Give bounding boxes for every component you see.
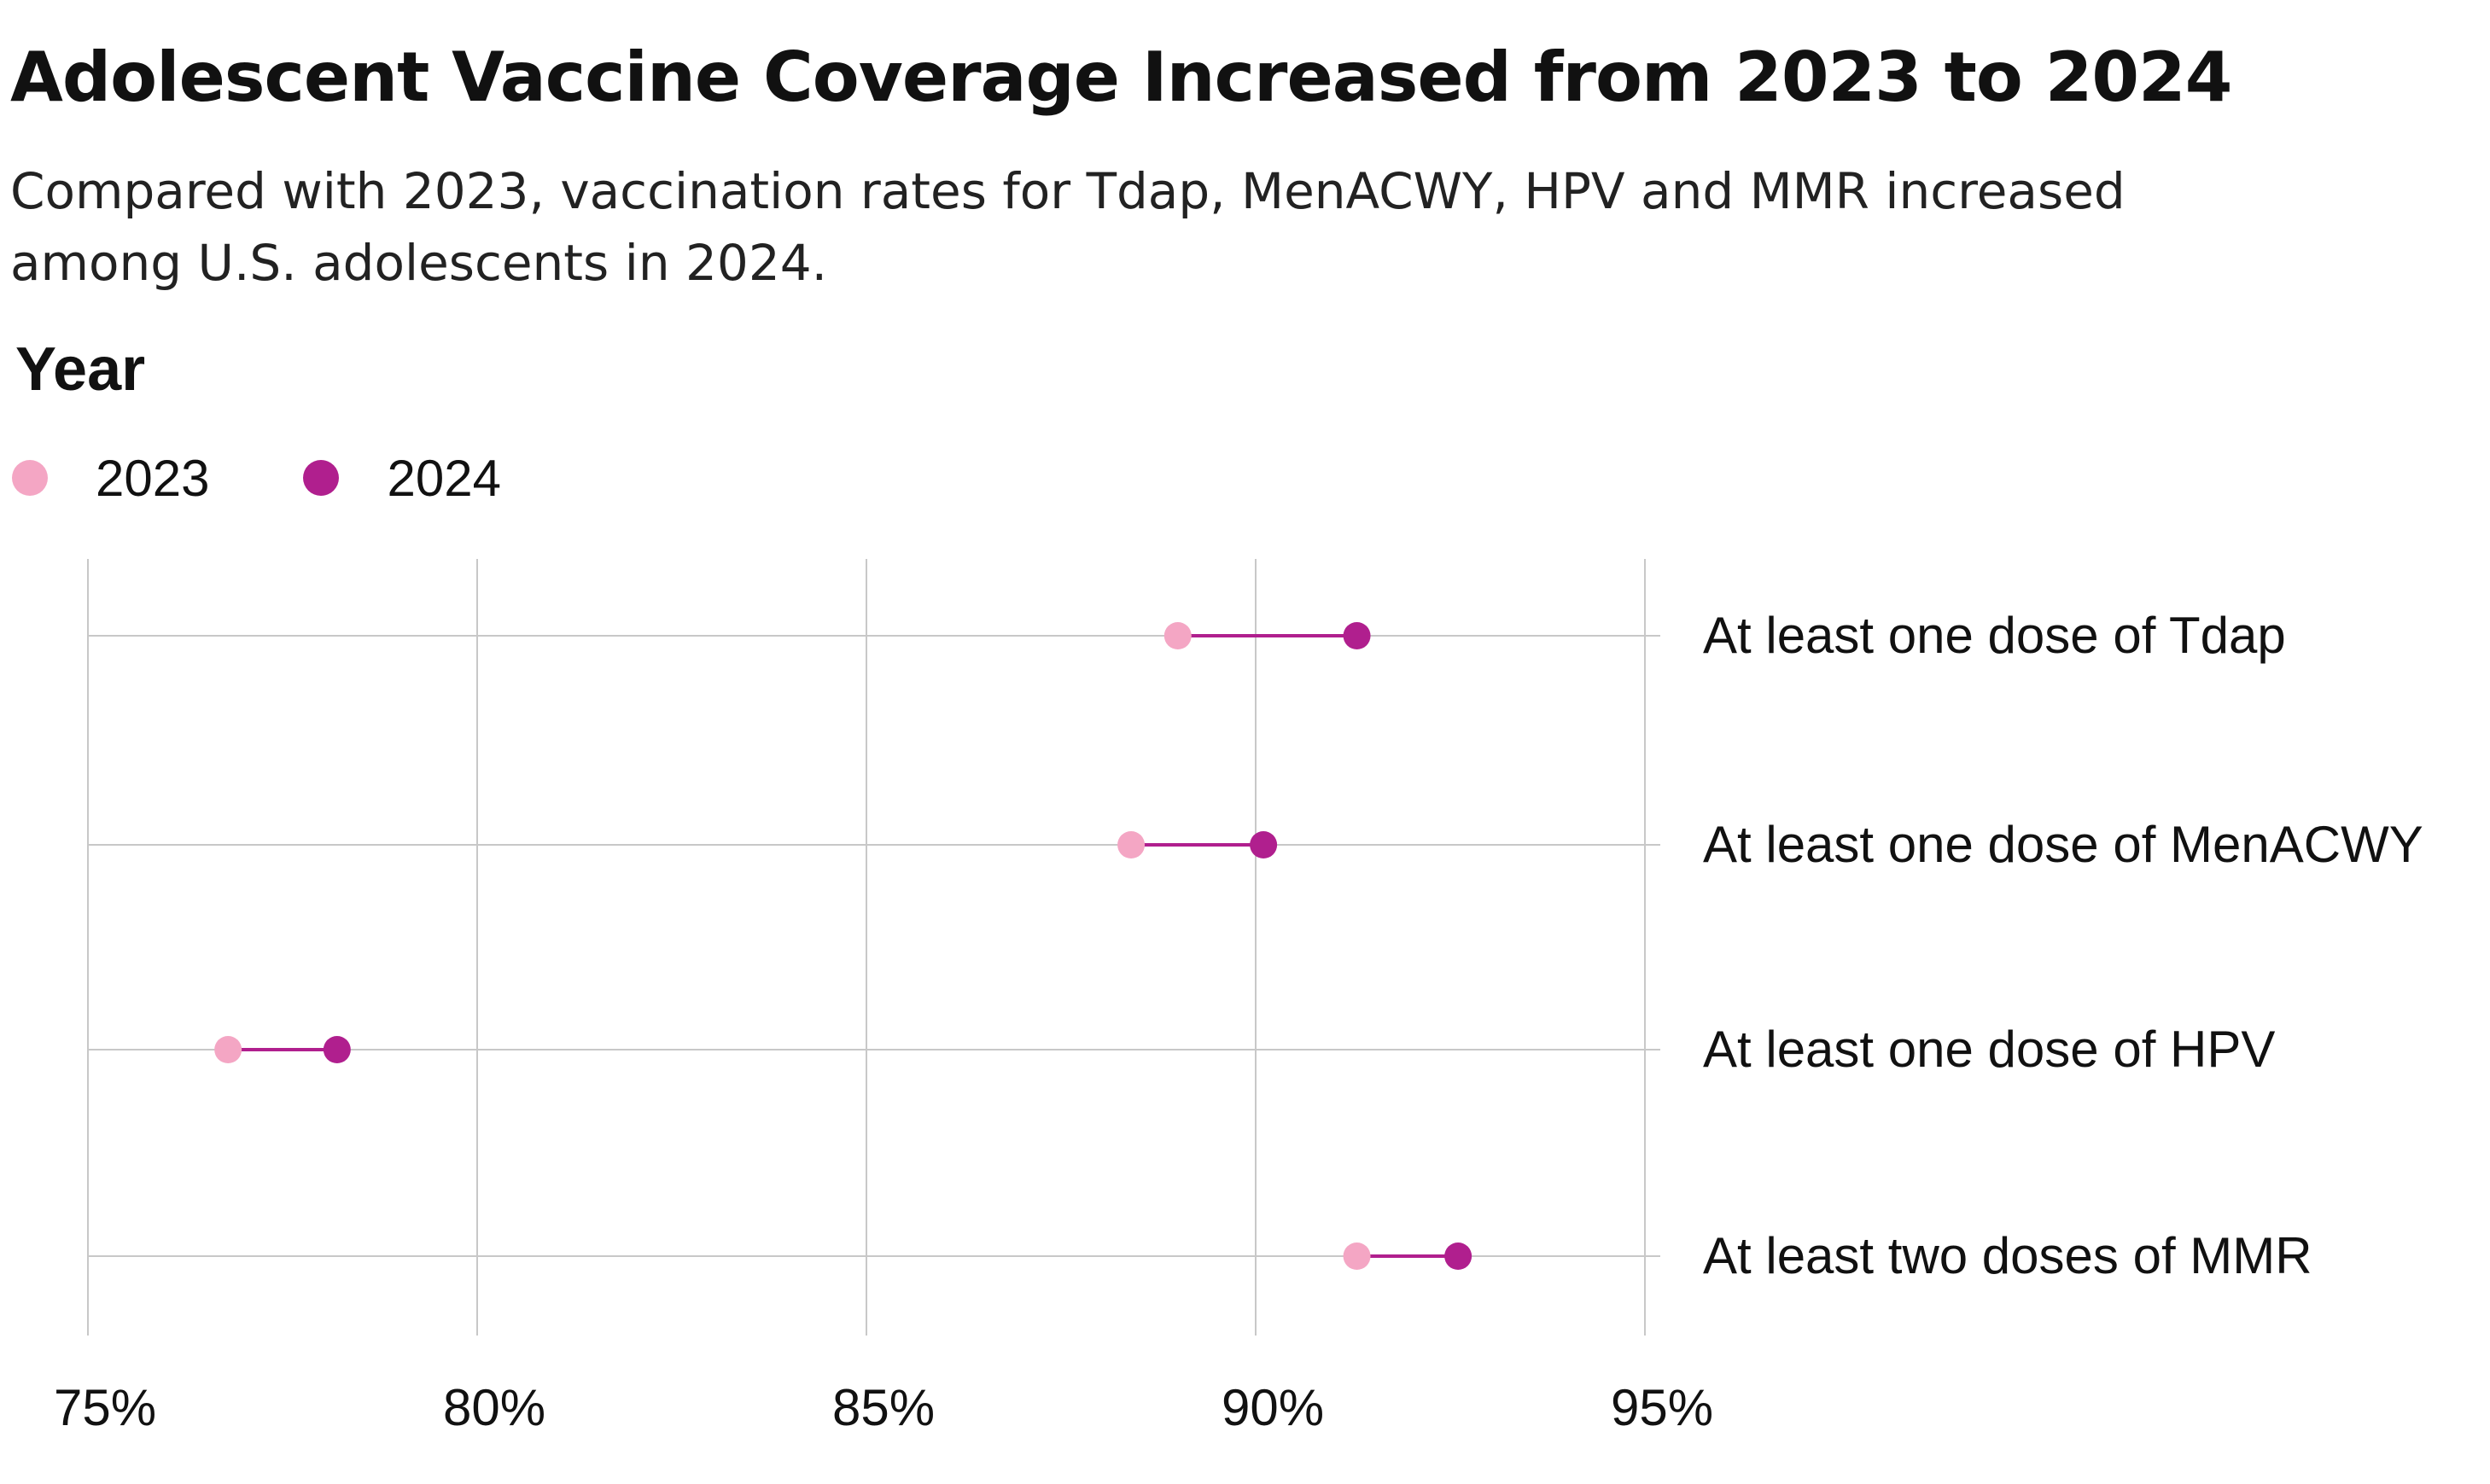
legend-swatch-2023 [12,460,48,496]
category-label: At least one dose of MenACWY [1703,816,2423,873]
data-point-2023 [1343,1242,1371,1270]
data-point-2024 [323,1036,351,1063]
data-point-2024 [1444,1242,1472,1270]
legend-title: Year [15,335,146,404]
data-point-2024 [1343,622,1371,649]
x-tick-label: 95% [1611,1379,1713,1436]
category-label: At least one dose of Tdap [1703,607,2286,664]
x-tick-label: 75% [54,1379,156,1436]
data-point-2023 [1163,622,1192,649]
data-point-2023 [1117,831,1146,858]
legend: 2023 2024 [12,444,595,512]
x-tick-label: 90% [1222,1379,1324,1436]
chart-subtitle: Compared with 2023, vaccination rates fo… [10,162,2126,292]
legend-label-2024: 2024 [387,449,501,507]
x-tick-label: 80% [443,1379,545,1436]
chart-title: Adolescent Vaccine Coverage Increased fr… [10,38,2232,117]
legend-item-2024: 2024 [303,449,501,508]
legend-label-2023: 2023 [96,449,210,507]
legend-item-2023: 2023 [12,449,209,508]
data-point-2023 [214,1036,242,1063]
category-label: At least one dose of HPV [1703,1021,2275,1078]
x-tick-label: 85% [832,1379,935,1436]
category-label: At least two doses of MMR [1703,1227,2312,1284]
data-point-2024 [1250,831,1278,858]
legend-swatch-2024 [303,460,340,496]
